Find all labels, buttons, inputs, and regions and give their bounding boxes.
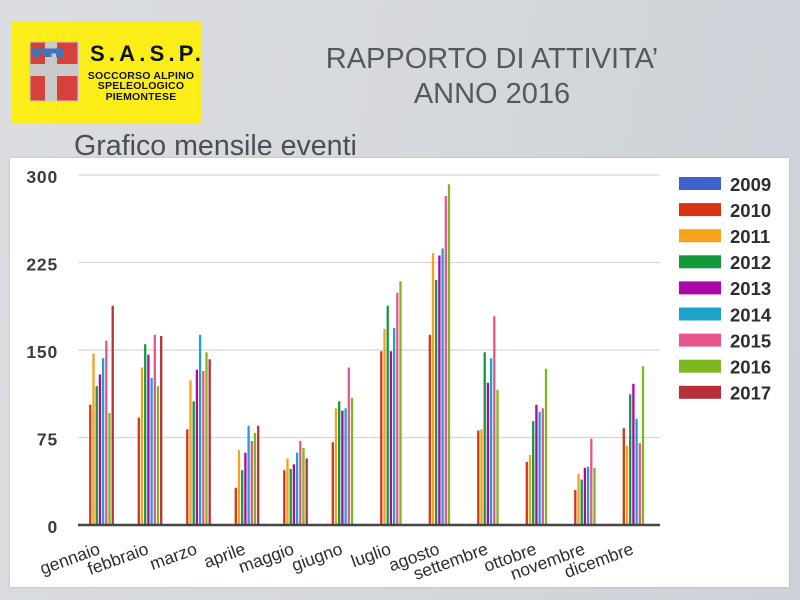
svg-text:2011: 2011 (730, 226, 770, 247)
svg-text:0: 0 (47, 517, 58, 537)
svg-text:225: 225 (26, 255, 58, 275)
svg-text:300: 300 (26, 167, 58, 187)
svg-text:2014: 2014 (730, 304, 772, 325)
svg-text:150: 150 (26, 342, 58, 362)
svg-text:2013: 2013 (730, 278, 771, 299)
svg-text:2010: 2010 (730, 200, 771, 221)
svg-text:75: 75 (37, 430, 58, 450)
svg-text:giugno: giugno (289, 538, 345, 575)
svg-text:2015: 2015 (730, 330, 771, 351)
svg-text:2009: 2009 (730, 174, 771, 195)
svg-text:2017: 2017 (730, 383, 771, 404)
svg-text:2012: 2012 (730, 252, 771, 273)
svg-text:marzo: marzo (147, 538, 200, 573)
svg-text:luglio: luglio (348, 538, 393, 571)
svg-text:2016: 2016 (730, 357, 771, 378)
svg-text:maggio: maggio (236, 538, 297, 576)
